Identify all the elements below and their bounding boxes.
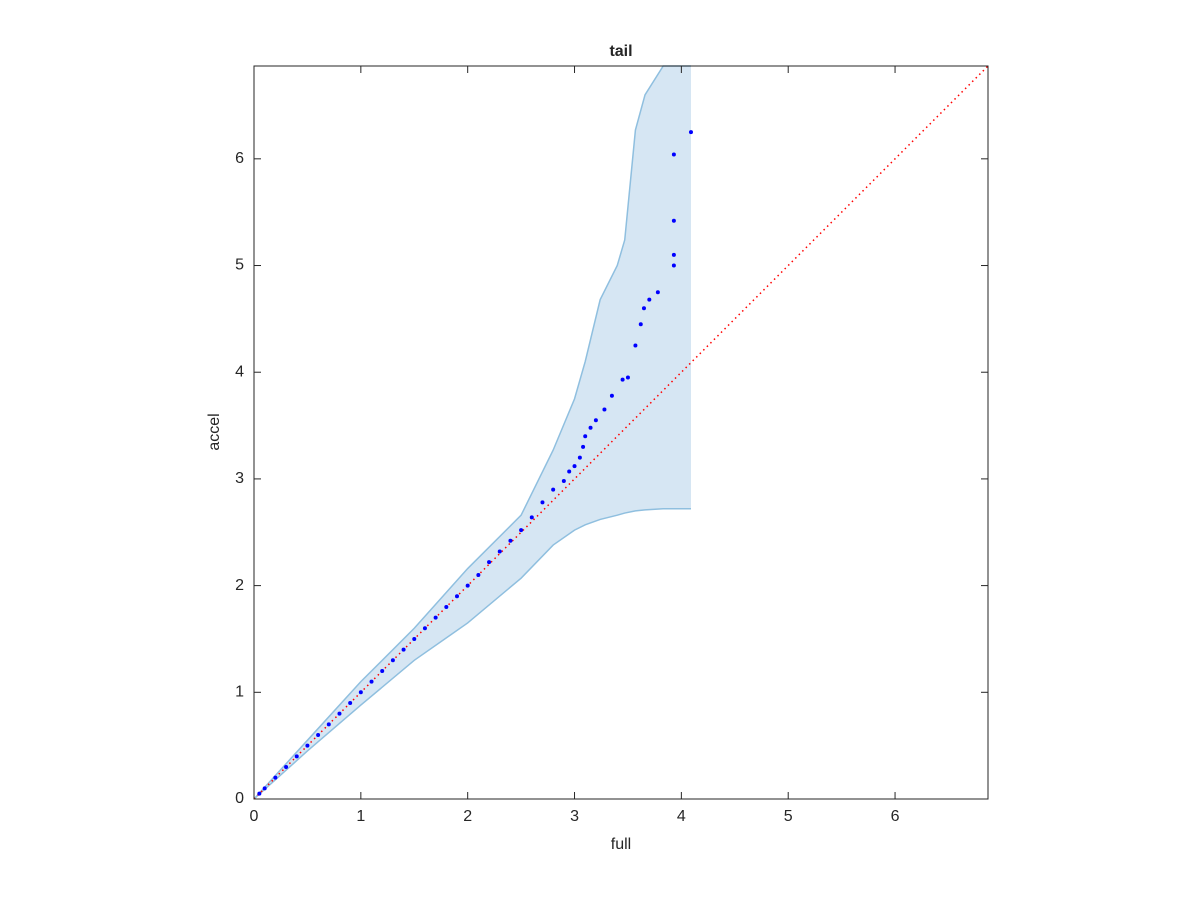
data-point [671, 252, 676, 257]
axes-box [253, 65, 989, 800]
y-axis-label: accel [206, 413, 223, 450]
data-point [337, 711, 342, 716]
data-point [369, 679, 374, 684]
data-point [655, 290, 660, 295]
y-tick-label: 0 [235, 790, 244, 807]
data-point [671, 218, 676, 223]
data-point [284, 764, 289, 769]
data-point [620, 377, 625, 382]
data-point [422, 626, 427, 631]
data-point [348, 700, 353, 705]
data-point [412, 636, 417, 641]
data-point [257, 791, 262, 796]
band-upper-edge [253, 65, 691, 800]
data-point [305, 743, 310, 748]
data-point [588, 425, 593, 430]
y-tick-label: 2 [235, 577, 244, 594]
y-tick-label: 3 [235, 470, 244, 487]
data-point [326, 722, 331, 727]
y-tick-label: 5 [235, 257, 244, 274]
data-point [316, 732, 321, 737]
data-point [273, 775, 278, 780]
data-point [633, 343, 638, 348]
x-tick-label: 0 [250, 808, 259, 825]
data-point [262, 786, 267, 791]
data-point [540, 500, 545, 505]
data-point [508, 538, 513, 543]
x-axis-label: full [611, 836, 631, 853]
data-point [294, 754, 299, 759]
data-point [625, 375, 630, 380]
x-tick-label: 3 [570, 808, 579, 825]
data-point [380, 668, 385, 673]
data-point [593, 418, 598, 423]
x-tick-label: 6 [891, 808, 900, 825]
data-point [688, 130, 693, 135]
data-point [602, 407, 607, 412]
data-point [583, 434, 588, 439]
data-point [529, 515, 534, 520]
data-point [671, 152, 676, 157]
data-point [444, 604, 449, 609]
y-tick-label: 1 [235, 684, 244, 701]
data-point [551, 487, 556, 492]
confidence-band [254, 66, 691, 799]
x-tick-label: 2 [463, 808, 472, 825]
x-tick-label: 1 [356, 808, 365, 825]
band-lower-edge [253, 508, 691, 800]
data-point [671, 263, 676, 268]
data-point [487, 560, 492, 565]
data-point [497, 549, 502, 554]
data-point [567, 469, 572, 474]
data-point [390, 658, 395, 663]
x-tick-label: 5 [784, 808, 793, 825]
data-point [572, 464, 577, 469]
x-tick-label: 4 [677, 808, 686, 825]
y-tick-label: 4 [235, 363, 244, 380]
data-point [609, 393, 614, 398]
chart-title: tail [609, 43, 632, 60]
data-point [433, 615, 438, 620]
data-point [465, 583, 470, 588]
data-point [561, 479, 566, 484]
data-point [641, 306, 646, 311]
data-point [581, 444, 586, 449]
data-point [647, 297, 652, 302]
data-point [638, 322, 643, 327]
data-point [358, 690, 363, 695]
data-point [577, 455, 582, 460]
data-point [401, 647, 406, 652]
y-tick-label: 6 [235, 150, 244, 167]
data-point [519, 528, 524, 533]
data-point [454, 594, 459, 599]
data-point [476, 572, 481, 577]
